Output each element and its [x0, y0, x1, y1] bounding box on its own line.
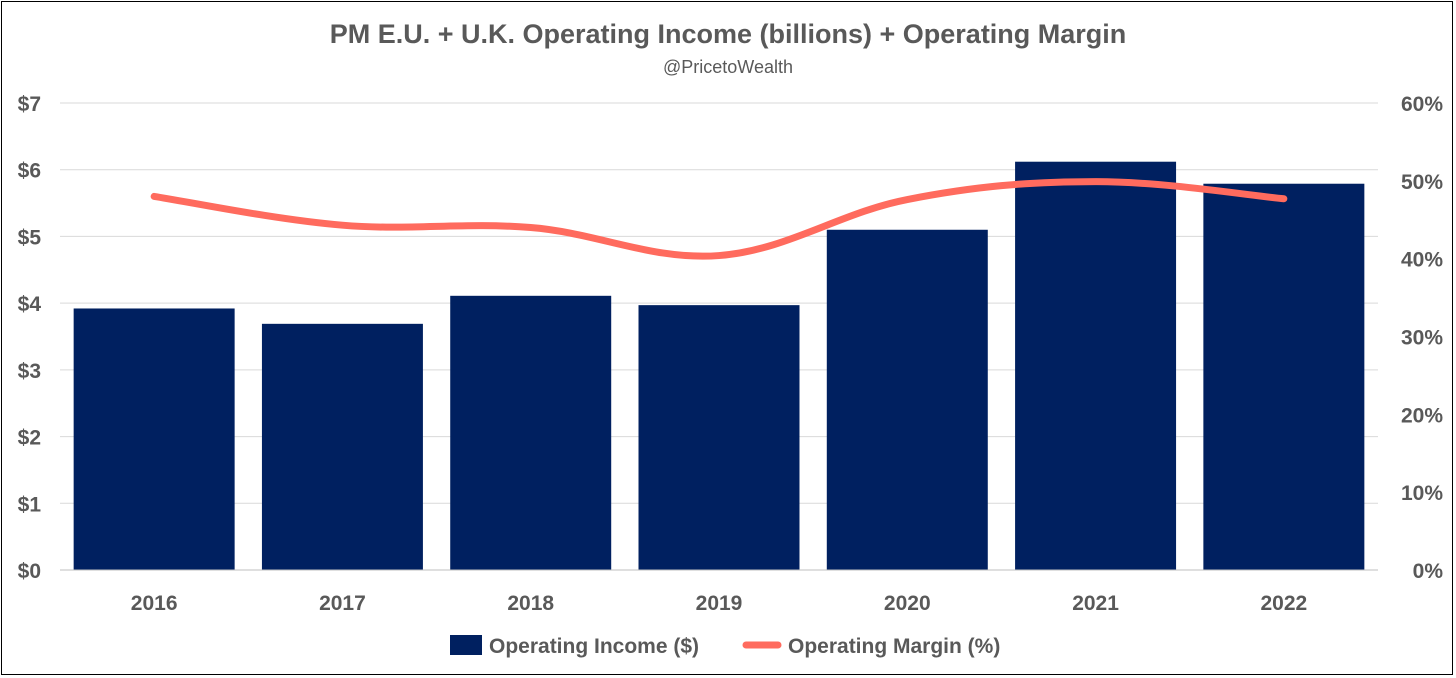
x-tick-label: 2021 [1072, 592, 1119, 615]
bar-2022 [1203, 183, 1365, 570]
legend-label-operating-margin: Operating Margin (%) [788, 635, 1000, 658]
left-tick-label: $1 [18, 493, 42, 516]
x-axis-ticks: 2016 2017 2018 2019 2020 2021 2022 [131, 592, 1307, 615]
legend: Operating Income ($) Operating Margin (%… [450, 635, 1000, 658]
bar-series [73, 161, 1365, 571]
legend-swatch-operating-income [450, 635, 482, 655]
left-tick-label: $4 [18, 293, 42, 316]
left-axis-ticks: $0 $1 $2 $3 $4 $5 $6 $7 [18, 93, 42, 583]
x-tick-label: 2019 [696, 592, 743, 615]
right-tick-label: 30% [1401, 327, 1443, 350]
bar-2019 [638, 305, 800, 570]
legend-label-operating-income: Operating Income ($) [489, 635, 699, 658]
x-tick-label: 2022 [1260, 592, 1307, 615]
bar-2021 [1015, 161, 1177, 571]
bar-2018 [450, 295, 612, 570]
right-tick-label: 20% [1401, 404, 1443, 427]
left-tick-label: $2 [18, 427, 41, 450]
left-tick-label: $0 [18, 560, 41, 583]
left-tick-label: $5 [18, 226, 42, 249]
right-tick-label: 60% [1401, 93, 1443, 116]
bar-2020 [826, 229, 988, 570]
x-tick-label: 2020 [884, 592, 931, 615]
right-tick-label: 40% [1401, 249, 1443, 272]
line-series [150, 178, 1288, 260]
chart-title: PM E.U. + U.K. Operating Income (billion… [330, 19, 1127, 49]
right-tick-label: 0% [1413, 560, 1444, 583]
x-tick-label: 2017 [319, 592, 366, 615]
left-tick-label: $7 [18, 93, 41, 116]
bar-2016 [73, 308, 235, 570]
x-tick-label: 2018 [507, 592, 554, 615]
right-axis-ticks: 0% 10% 20% 30% 40% 50% 60% [1401, 93, 1443, 583]
left-tick-label: $3 [18, 360, 41, 383]
x-tick-label: 2016 [131, 592, 178, 615]
left-tick-label: $6 [18, 160, 41, 183]
bar-2017 [261, 323, 423, 570]
right-tick-label: 50% [1401, 171, 1443, 194]
chart-subtitle: @PricetoWealth [663, 57, 793, 77]
right-tick-label: 10% [1401, 482, 1443, 505]
